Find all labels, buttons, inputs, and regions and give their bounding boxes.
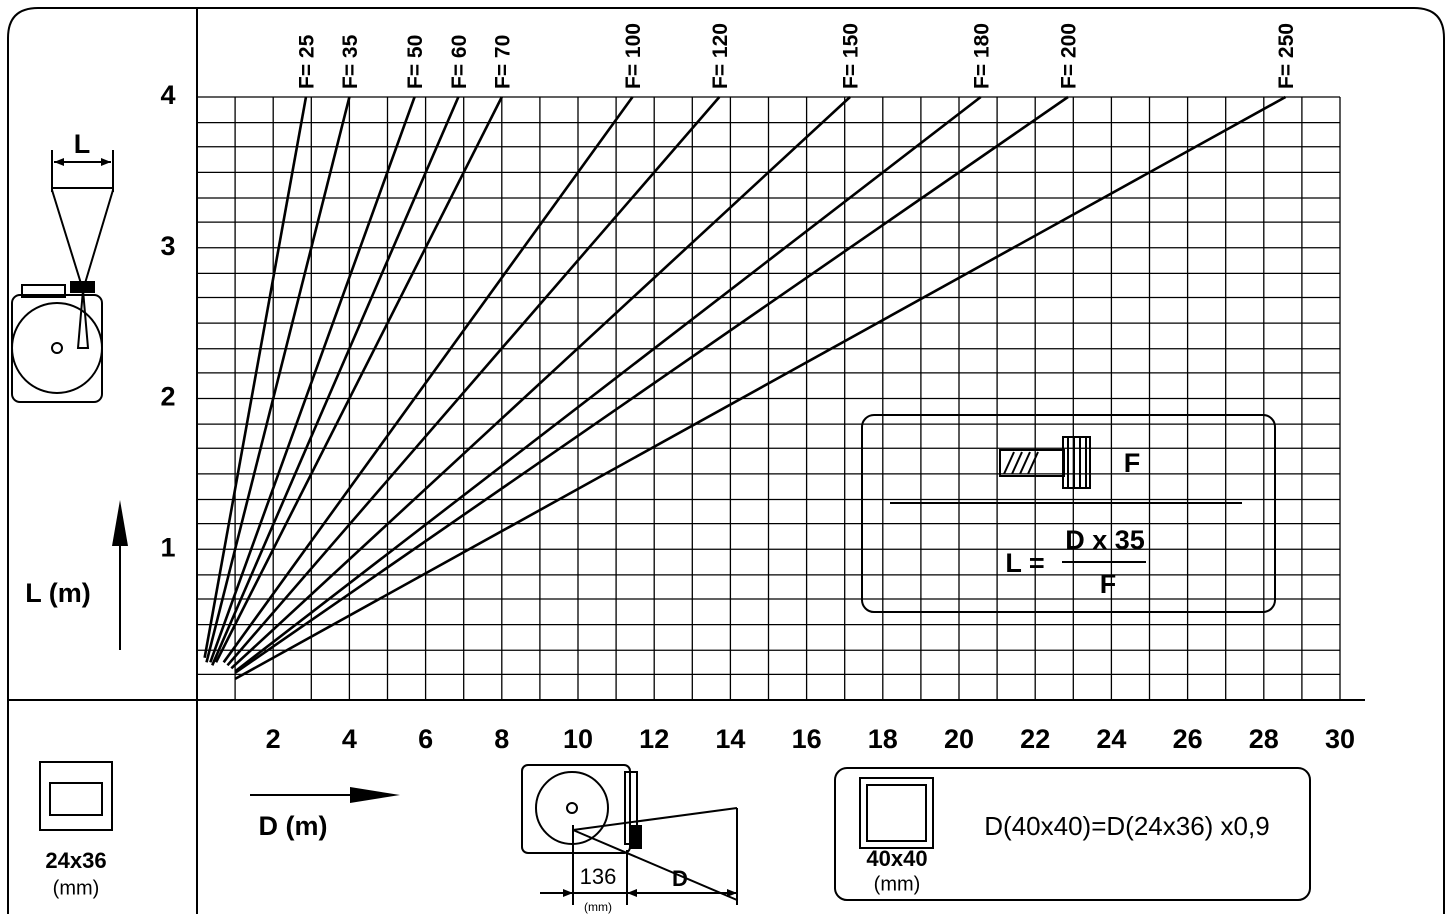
x-tick-label: 22 (1020, 724, 1050, 754)
series-label: F= 120 (709, 23, 732, 89)
series-line (205, 97, 306, 658)
series-label: F= 200 (1058, 23, 1081, 89)
x-tick-label: 18 (868, 724, 898, 754)
series-line (235, 97, 1068, 673)
x-axis-label: D (m) (259, 811, 328, 841)
icon (867, 785, 926, 841)
y-tick-label: 2 (160, 382, 175, 412)
series-label: F= 70 (491, 35, 514, 89)
format-unit: (mm) (53, 877, 100, 899)
y-tick-label: 3 (160, 231, 175, 261)
x-tick-label: 12 (639, 724, 669, 754)
icon (630, 825, 642, 849)
formula-lhs: L = (1005, 548, 1044, 578)
series-label: F= 60 (448, 35, 471, 89)
series-label: F= 250 (1275, 23, 1298, 89)
x-tick-label: 30 (1325, 724, 1355, 754)
formula-numerator: D x 35 (1065, 525, 1145, 555)
series-label: F= 35 (339, 34, 362, 89)
y-tick-label: 1 (160, 532, 175, 562)
series-line (212, 97, 458, 665)
frame (8, 8, 1444, 914)
x-tick-label: 20 (944, 724, 974, 754)
series-line (224, 97, 633, 662)
icon (52, 343, 62, 353)
series-line (227, 97, 719, 665)
icon (1004, 452, 1038, 474)
y-tick-label: 4 (160, 80, 175, 110)
series-label: F= 50 (404, 35, 427, 89)
x-tick-label: 10 (563, 724, 593, 754)
icon (1068, 437, 1086, 488)
note-text: D(40x40)=D(24x36) x0,9 (984, 811, 1269, 841)
icon (52, 190, 113, 348)
x-tick-label: 6 (418, 724, 433, 754)
note-unit: (mm) (874, 873, 921, 895)
arrow (350, 787, 400, 803)
y-axis-label: L (m) (25, 578, 91, 608)
series-label: F= 180 (970, 23, 993, 89)
series-label: F= 25 (296, 34, 319, 89)
x-tick-label: 26 (1173, 724, 1203, 754)
x-tick-label: 14 (715, 724, 745, 754)
chart: L L (m) D (m) 24x36 (mm) 136 (mm) D F L … (0, 0, 1452, 914)
x-tick-label: 4 (342, 724, 357, 754)
series-line (235, 97, 981, 671)
x-tick-label: 16 (792, 724, 822, 754)
series-line (235, 97, 1285, 679)
format-size: 24x36 (45, 848, 106, 873)
icon-label: L (74, 129, 91, 159)
distance: D (672, 866, 688, 891)
icon (50, 783, 102, 815)
series-label: F= 150 (840, 23, 863, 89)
series-line (210, 97, 414, 662)
offset: 136 (580, 864, 617, 889)
icon (860, 778, 933, 848)
page: L L (m) D (m) 24x36 (mm) 136 (mm) D F L … (0, 0, 1452, 914)
layout (8, 8, 1444, 914)
note-size: 40x40 (866, 846, 927, 871)
x-tick-label: 24 (1096, 724, 1126, 754)
series-line (231, 97, 850, 668)
arrow (112, 500, 128, 546)
x-tick-label: 8 (494, 724, 509, 754)
icon (567, 803, 577, 813)
series-label: F= 100 (622, 23, 645, 89)
x-tick-label: 28 (1249, 724, 1279, 754)
formula-denominator: F (1100, 569, 1117, 599)
offset-unit: (mm) (584, 900, 612, 914)
texts: L L (m) D (m) 24x36 (mm) 136 (mm) D F L … (25, 129, 1269, 914)
x-tick-label: 2 (266, 724, 281, 754)
